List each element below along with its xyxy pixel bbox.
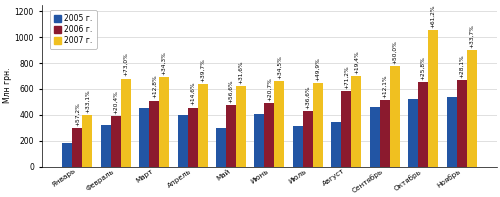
- Text: +31,6%: +31,6%: [238, 60, 244, 84]
- Bar: [188, 108, 198, 166]
- Bar: [139, 108, 149, 166]
- Text: +73,0%: +73,0%: [123, 52, 128, 76]
- Bar: [351, 76, 361, 166]
- Text: +12,8%: +12,8%: [152, 74, 156, 98]
- Text: +28,1%: +28,1%: [459, 54, 464, 78]
- Bar: [100, 125, 110, 166]
- Bar: [446, 97, 456, 166]
- Bar: [342, 91, 351, 166]
- Text: +20,7%: +20,7%: [267, 77, 272, 101]
- Bar: [254, 114, 264, 166]
- Text: +14,6%: +14,6%: [190, 82, 195, 105]
- Text: +56,6%: +56,6%: [228, 79, 234, 103]
- Bar: [332, 122, 342, 166]
- Text: +34,3%: +34,3%: [162, 51, 166, 75]
- Text: +36,6%: +36,6%: [306, 85, 310, 109]
- Bar: [466, 50, 476, 166]
- Bar: [428, 30, 438, 166]
- Text: +12,1%: +12,1%: [382, 74, 387, 98]
- Text: +50,0%: +50,0%: [392, 40, 397, 64]
- Text: +34,5%: +34,5%: [277, 55, 282, 79]
- Text: +20,4%: +20,4%: [113, 90, 118, 114]
- Bar: [110, 116, 120, 166]
- Bar: [198, 85, 207, 166]
- Bar: [274, 81, 284, 166]
- Bar: [226, 105, 236, 166]
- Bar: [149, 101, 159, 166]
- Legend: 2005 г., 2006 г., 2007 г.: 2005 г., 2006 г., 2007 г.: [50, 10, 96, 49]
- Bar: [313, 83, 323, 166]
- Text: +33,1%: +33,1%: [85, 89, 90, 113]
- Bar: [72, 128, 83, 166]
- Text: +19,4%: +19,4%: [354, 50, 358, 74]
- Bar: [216, 128, 226, 166]
- Text: +49,9%: +49,9%: [316, 57, 320, 81]
- Y-axis label: Млн грн.: Млн грн.: [3, 68, 12, 103]
- Bar: [303, 111, 313, 166]
- Bar: [456, 80, 466, 166]
- Bar: [418, 82, 428, 166]
- Bar: [62, 143, 72, 166]
- Bar: [408, 99, 418, 166]
- Bar: [390, 66, 400, 166]
- Bar: [120, 79, 130, 166]
- Text: +71,2%: +71,2%: [344, 65, 348, 89]
- Bar: [236, 86, 246, 166]
- Text: +57,2%: +57,2%: [75, 102, 80, 126]
- Bar: [370, 107, 380, 166]
- Bar: [293, 126, 303, 166]
- Bar: [380, 100, 390, 166]
- Text: +39,7%: +39,7%: [200, 58, 205, 82]
- Text: +33,7%: +33,7%: [469, 24, 474, 48]
- Bar: [82, 115, 92, 166]
- Bar: [159, 77, 169, 166]
- Bar: [264, 103, 274, 166]
- Text: +61,2%: +61,2%: [430, 4, 436, 28]
- Text: +25,8%: +25,8%: [420, 56, 426, 80]
- Bar: [178, 115, 188, 166]
